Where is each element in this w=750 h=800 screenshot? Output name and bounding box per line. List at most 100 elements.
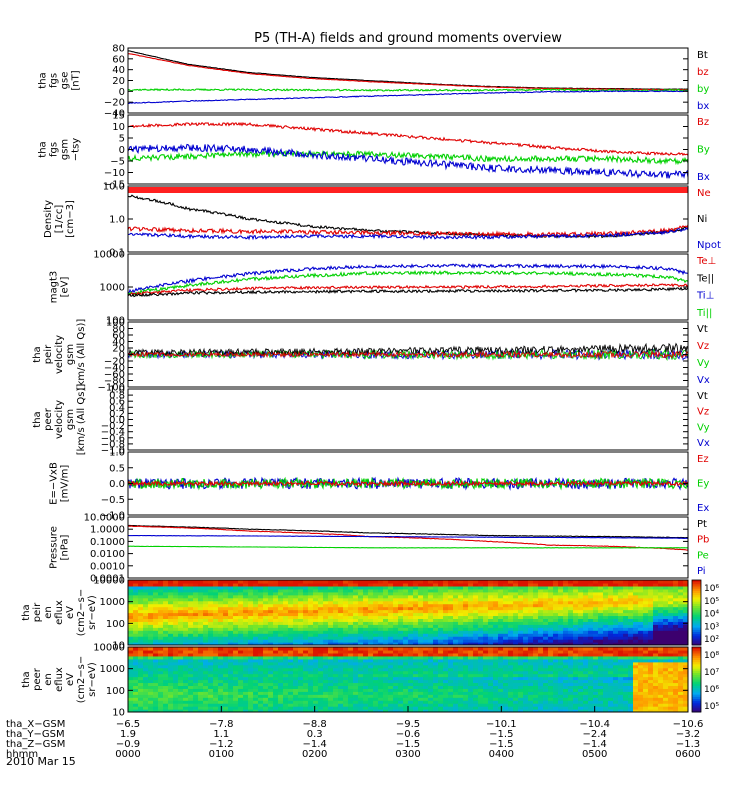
- spectrogram-cell: [608, 621, 614, 625]
- spectrogram-cell: [588, 673, 594, 678]
- spectrogram-cell: [318, 600, 324, 605]
- spectrogram-cell: [143, 612, 149, 617]
- spectrogram-cell: [133, 664, 139, 669]
- y-tick-label: 10.0000: [84, 513, 125, 524]
- spectrogram-cell: [338, 697, 344, 701]
- spectrogram-cell: [133, 649, 139, 654]
- spectrogram-cell: [353, 655, 359, 660]
- spectrogram-cell: [428, 676, 434, 681]
- spectrogram-cell: [493, 685, 499, 689]
- spectrogram-cell: [543, 580, 549, 584]
- spectrogram-cell: [383, 658, 389, 663]
- spectrogram-cell: [613, 685, 619, 689]
- spectrogram-cell: [198, 649, 204, 654]
- spectrogram-cell: [398, 706, 404, 710]
- spectrogram-cell: [283, 582, 289, 587]
- spectrogram-cell: [283, 624, 289, 628]
- spectrogram-cell: [283, 688, 289, 692]
- spectrogram-cell: [208, 591, 214, 596]
- spectrogram-cell: [223, 658, 229, 663]
- spectrogram-cell: [458, 667, 464, 672]
- spectrogram-cell: [433, 685, 439, 689]
- spectrogram-cell: [463, 676, 469, 681]
- spectrogram-cell: [238, 600, 244, 605]
- spectrogram-cell: [433, 661, 439, 666]
- spectrogram-cell: [228, 661, 234, 666]
- spectrogram-cell: [343, 591, 349, 596]
- spectrogram-cell: [223, 667, 229, 672]
- spectrogram-cell: [663, 603, 669, 608]
- spectrogram-cell: [288, 582, 294, 587]
- spectrogram-cell: [578, 647, 584, 651]
- spectrogram-cell: [458, 612, 464, 617]
- spectrogram-cell: [238, 649, 244, 654]
- spectrogram-cell: [623, 682, 629, 686]
- spectrogram-cell: [538, 630, 544, 634]
- spectrogram-cell: [293, 688, 299, 692]
- spectrogram-cell: [238, 627, 244, 631]
- spectrogram-cell: [643, 615, 649, 619]
- spectrogram-cell: [558, 700, 564, 704]
- spectrogram-cell: [438, 700, 444, 704]
- spectrogram-cell: [478, 612, 484, 617]
- spectrogram-cell: [653, 609, 659, 614]
- spectrogram-cell: [288, 685, 294, 689]
- spectrogram-cell: [478, 670, 484, 675]
- spectrogram-cell: [393, 585, 399, 590]
- spectrogram-cell: [403, 694, 409, 698]
- spectrogram-cell: [318, 673, 324, 678]
- spectrogram-cell: [168, 694, 174, 698]
- spectrogram-cell: [528, 594, 534, 599]
- spectrogram-cell: [628, 624, 634, 628]
- spectrogram-cell: [598, 709, 604, 712]
- spectrogram-cell: [228, 676, 234, 681]
- y-axis-label: sr−eV): [87, 595, 98, 630]
- spectrogram-cell: [323, 694, 329, 698]
- spectrogram-cell: [513, 688, 519, 692]
- spectrogram-cell: [308, 621, 314, 625]
- spectrogram-cell: [193, 691, 199, 695]
- spectrogram-cell: [638, 618, 644, 622]
- spectrogram-cell: [573, 647, 579, 651]
- spectrogram-cell: [448, 709, 454, 712]
- spectrogram-cell: [428, 667, 434, 672]
- spectrogram-cell: [143, 627, 149, 631]
- spectrogram-cell: [613, 706, 619, 710]
- spectrogram-cell: [453, 582, 459, 587]
- spectrogram-cell: [458, 636, 464, 640]
- colorbar-step: [692, 636, 701, 639]
- spectrogram-cell: [298, 621, 304, 625]
- y-tick-label: 0.1000: [90, 537, 125, 548]
- spectrogram-cell: [163, 580, 169, 584]
- spectrogram-cell: [298, 670, 304, 675]
- spectrogram-cell: [183, 609, 189, 614]
- spectrogram-cell: [568, 679, 574, 684]
- spectrogram-cell: [553, 618, 559, 622]
- spectrogram-cell: [673, 642, 679, 645]
- spectrogram-cell: [208, 580, 214, 584]
- spectrogram-cell: [213, 685, 219, 689]
- spectrogram-cell: [628, 618, 634, 622]
- spectrogram-cell: [153, 615, 159, 619]
- spectrogram-cell: [408, 585, 414, 590]
- spectrogram-cell: [348, 676, 354, 681]
- spectrogram-cell: [568, 647, 574, 651]
- spectrogram-cell: [303, 597, 309, 602]
- spectrogram-cell: [253, 630, 259, 634]
- spectrogram-cell: [608, 673, 614, 678]
- spectrogram-cell: [383, 664, 389, 669]
- spectrogram-cell: [478, 658, 484, 663]
- spectrogram-cell: [218, 676, 224, 681]
- spectrogram-cell: [438, 647, 444, 651]
- spectrogram-cell: [233, 703, 239, 707]
- spectrogram-cell: [418, 600, 424, 605]
- spectrogram-cell: [493, 664, 499, 669]
- spectrogram-cell: [398, 682, 404, 686]
- spectrogram-cell: [198, 658, 204, 663]
- spectrogram-cell: [613, 582, 619, 587]
- spectrogram-cell: [188, 679, 194, 684]
- spectrogram-cell: [608, 649, 614, 654]
- spectrogram-cell: [683, 639, 688, 643]
- spectrogram-cell: [533, 633, 539, 637]
